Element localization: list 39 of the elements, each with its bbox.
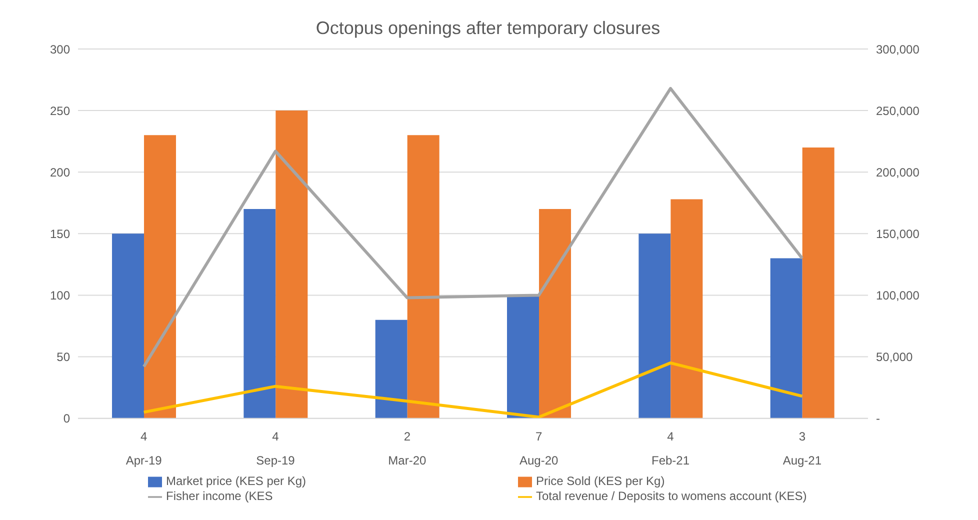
y-tick-label: 250 (50, 104, 70, 118)
legend-label: Price Sold (KES per Kg) (536, 474, 665, 488)
legend-label: Fisher income (KES (166, 489, 273, 504)
y2-tick-label: 50,000 (876, 350, 914, 364)
bar (770, 258, 802, 418)
x-tick-label: 4 Feb-21 (651, 429, 690, 468)
legend-label: Market price (KES per Kg) (166, 474, 306, 488)
x-tick-label: 4 Apr-19 (126, 429, 162, 468)
bar (407, 135, 440, 418)
y-tick-label: 300 (50, 42, 70, 56)
y2-tick-label: 300,000 (876, 42, 920, 56)
x-tick-label: 4 Sep-19 (256, 429, 296, 468)
y-tick-label: 200 (50, 165, 70, 180)
bar (638, 234, 671, 418)
bar (276, 110, 308, 418)
chart-title: Octopus openings after temporary closures (314, 17, 662, 39)
bar (670, 199, 703, 418)
x-tick-label: 7 Aug-20 (519, 429, 559, 468)
y2-tick-label: 200,000 (876, 165, 920, 180)
y2-tick-label: 150,000 (876, 226, 920, 241)
y-tick-label: 150 (50, 226, 70, 241)
bar (112, 234, 144, 418)
bar (244, 209, 276, 418)
y-tick-label: 0 (63, 412, 70, 426)
x-tick-label: 2 Mar-20 (388, 429, 426, 468)
y-tick-label: 50 (56, 350, 70, 364)
y2-tick-label: 250,000 (876, 104, 920, 118)
y2-tick-label: 100,000 (876, 288, 920, 302)
bar (144, 135, 176, 418)
bar (539, 209, 571, 418)
line-series (142, 86, 804, 368)
y-tick-label: 100 (50, 288, 70, 302)
y2-tick-label: - (876, 412, 880, 426)
bar (802, 147, 834, 418)
line-series (142, 361, 804, 418)
x-tick-label: 3 Aug-21 (782, 429, 822, 468)
bar (507, 295, 539, 418)
legend-label: Total revenue / Deposits to womens account (KES) (536, 489, 807, 504)
bar (375, 320, 408, 418)
